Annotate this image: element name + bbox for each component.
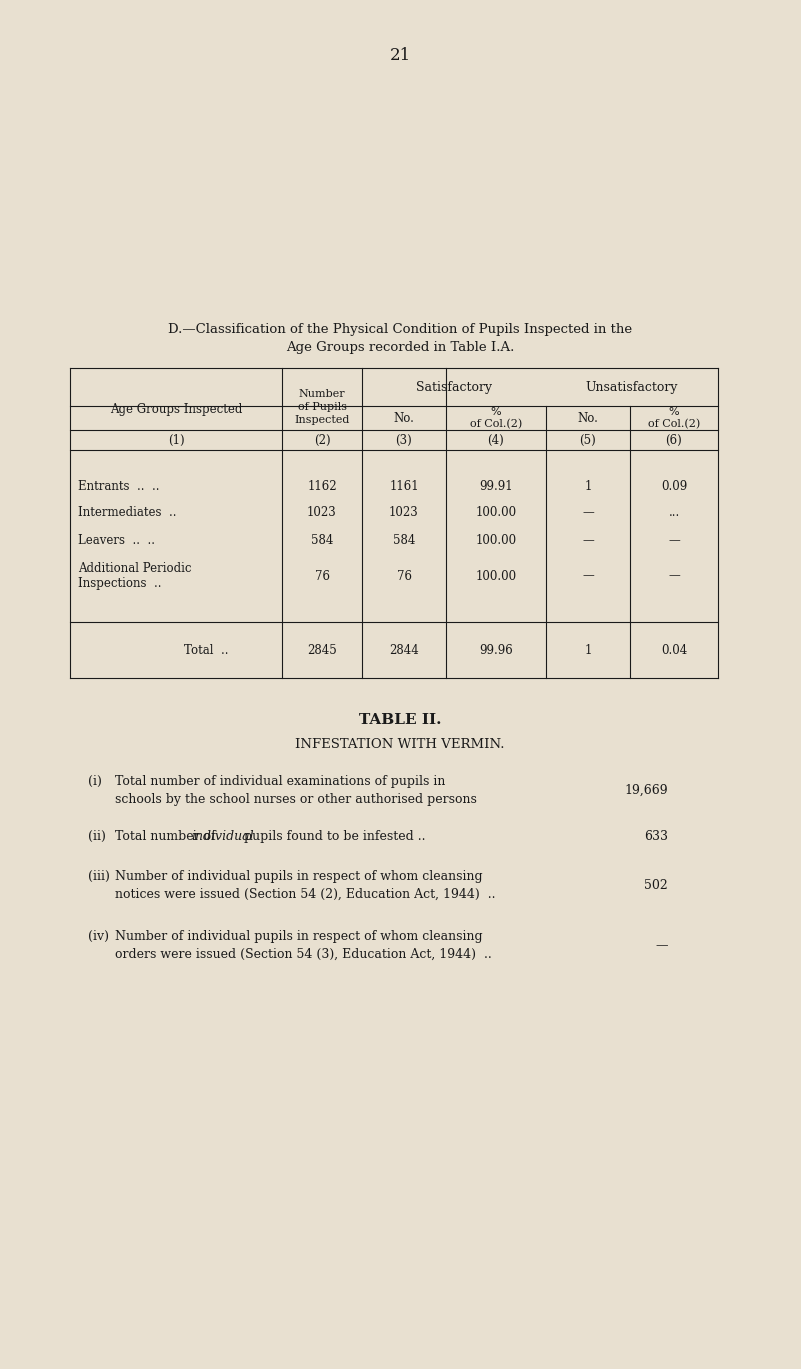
Text: ...: ...	[668, 507, 679, 519]
Text: 1: 1	[584, 479, 592, 493]
Text: Additional Periodic: Additional Periodic	[78, 561, 191, 575]
Text: (1): (1)	[167, 434, 184, 446]
Text: (iv): (iv)	[88, 930, 109, 943]
Text: (2): (2)	[314, 434, 330, 446]
Text: 1023: 1023	[389, 507, 419, 519]
Text: Total  ..: Total ..	[183, 643, 228, 657]
Text: D.—Classification of the Physical Condition of Pupils Inspected in the: D.—Classification of the Physical Condit…	[168, 323, 632, 337]
Text: 2844: 2844	[389, 643, 419, 657]
Text: 100.00: 100.00	[476, 507, 517, 519]
Text: (ii): (ii)	[88, 830, 106, 843]
Text: No.: No.	[393, 412, 414, 424]
Text: Inspections  ..: Inspections ..	[78, 578, 162, 590]
Text: Intermediates  ..: Intermediates ..	[78, 507, 176, 519]
Text: TABLE II.: TABLE II.	[359, 713, 441, 727]
Text: 0.09: 0.09	[661, 479, 687, 493]
Text: Total number of: Total number of	[115, 830, 219, 843]
Text: 502: 502	[644, 879, 668, 893]
Text: —: —	[582, 570, 594, 582]
Text: Unsatisfactory: Unsatisfactory	[586, 381, 678, 393]
Text: 584: 584	[311, 534, 333, 548]
Text: Total number of individual examinations of pupils in: Total number of individual examinations …	[115, 775, 445, 789]
Text: 99.91: 99.91	[479, 479, 513, 493]
Text: $\mathit{\%}$
of Col.(2): $\mathit{\%}$ of Col.(2)	[470, 405, 522, 430]
Text: Number of individual pupils in respect of whom cleansing: Number of individual pupils in respect o…	[115, 930, 483, 943]
Text: 76: 76	[315, 570, 329, 582]
Text: (3): (3)	[396, 434, 413, 446]
Text: orders were issued (Section 54 (3), Education Act, 1944)  ..: orders were issued (Section 54 (3), Educ…	[115, 947, 492, 961]
Text: Entrants  ..  ..: Entrants .. ..	[78, 479, 159, 493]
Text: 1: 1	[584, 643, 592, 657]
Text: (6): (6)	[666, 434, 682, 446]
Text: Number of individual pupils in respect of whom cleansing: Number of individual pupils in respect o…	[115, 871, 483, 883]
Text: 584: 584	[392, 534, 415, 548]
Text: 76: 76	[396, 570, 412, 582]
Text: 0.04: 0.04	[661, 643, 687, 657]
Text: 100.00: 100.00	[476, 570, 517, 582]
Text: $\mathit{\%}$
of Col.(2): $\mathit{\%}$ of Col.(2)	[648, 405, 700, 430]
Text: No.: No.	[578, 412, 598, 424]
Text: 1161: 1161	[389, 479, 419, 493]
Text: —: —	[582, 507, 594, 519]
Text: (4): (4)	[488, 434, 505, 446]
Text: —: —	[668, 570, 680, 582]
Text: Satisfactory: Satisfactory	[416, 381, 492, 393]
Text: Number
of Pupils
Inspected: Number of Pupils Inspected	[294, 389, 350, 426]
Text: 21: 21	[389, 47, 411, 63]
Text: 19,669: 19,669	[624, 784, 668, 797]
Text: Leavers  ..  ..: Leavers .. ..	[78, 534, 155, 548]
Text: (i): (i)	[88, 775, 102, 789]
Text: 2845: 2845	[307, 643, 337, 657]
Text: —: —	[655, 939, 668, 951]
Text: INFESTATION WITH VERMIN.: INFESTATION WITH VERMIN.	[296, 738, 505, 752]
Text: 1162: 1162	[308, 479, 336, 493]
Text: schools by the school nurses or other authorised persons: schools by the school nurses or other au…	[115, 793, 477, 806]
Text: 633: 633	[644, 830, 668, 843]
Text: notices were issued (Section 54 (2), Education Act, 1944)  ..: notices were issued (Section 54 (2), Edu…	[115, 888, 496, 901]
Text: pupils found to be infested ..: pupils found to be infested ..	[239, 830, 425, 843]
Text: —: —	[582, 534, 594, 548]
Text: 99.96: 99.96	[479, 643, 513, 657]
Text: Age Groups recorded in Table I.A.: Age Groups recorded in Table I.A.	[286, 341, 514, 355]
Text: 1023: 1023	[307, 507, 337, 519]
Text: (5): (5)	[580, 434, 597, 446]
Text: individual: individual	[191, 830, 255, 843]
Text: (iii): (iii)	[88, 871, 110, 883]
Text: 100.00: 100.00	[476, 534, 517, 548]
Text: —: —	[668, 534, 680, 548]
Text: Age Groups Inspected: Age Groups Inspected	[110, 402, 242, 416]
